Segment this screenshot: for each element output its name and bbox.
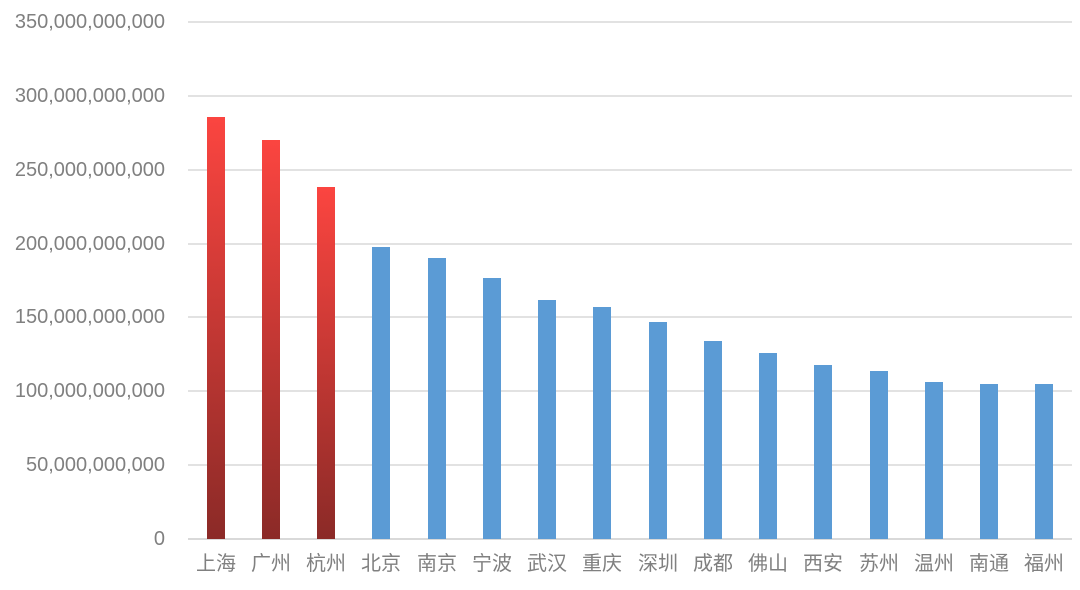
y-axis-tick-label: 0 bbox=[153, 528, 165, 550]
x-axis-category-label: 苏州 bbox=[859, 553, 899, 575]
bar-normal bbox=[649, 322, 667, 539]
bar-normal bbox=[593, 307, 611, 539]
y-axis-tick-label: 100,000,000,000 bbox=[14, 380, 165, 402]
gridline bbox=[188, 95, 1072, 97]
x-axis-category-label: 南京 bbox=[417, 553, 457, 575]
y-axis-tick-label: 350,000,000,000 bbox=[14, 11, 165, 33]
x-axis-line bbox=[188, 538, 1072, 540]
bar-normal bbox=[704, 341, 722, 539]
gridline bbox=[188, 316, 1072, 318]
bar-highlighted bbox=[317, 187, 335, 539]
x-axis-category-label: 深圳 bbox=[638, 553, 678, 575]
gridline bbox=[188, 390, 1072, 392]
x-axis-category-label: 佛山 bbox=[748, 553, 788, 575]
gridline bbox=[188, 464, 1072, 466]
x-axis-category-label: 宁波 bbox=[472, 553, 512, 575]
bar-normal bbox=[538, 300, 556, 539]
bar-normal bbox=[870, 371, 888, 539]
y-axis-tick-label: 200,000,000,000 bbox=[14, 233, 165, 255]
y-axis-tick-label: 50,000,000,000 bbox=[25, 454, 165, 476]
x-axis-category-label: 福州 bbox=[1024, 553, 1064, 575]
x-axis-category-label: 北京 bbox=[361, 553, 401, 575]
bar-highlighted bbox=[262, 140, 280, 539]
gridline bbox=[188, 169, 1072, 171]
x-axis-category-label: 杭州 bbox=[306, 553, 346, 575]
y-axis-tick-label: 150,000,000,000 bbox=[14, 306, 165, 328]
x-axis-category-label: 上海 bbox=[196, 553, 236, 575]
bar-normal bbox=[372, 247, 390, 539]
bar-highlighted bbox=[207, 117, 225, 539]
gridline bbox=[188, 21, 1072, 23]
x-axis-category-label: 南通 bbox=[969, 553, 1009, 575]
y-axis-tick-label: 300,000,000,000 bbox=[14, 85, 165, 107]
x-axis-category-label: 成都 bbox=[693, 553, 733, 575]
bar-normal bbox=[925, 382, 943, 539]
bar-normal bbox=[814, 365, 832, 539]
bar-normal bbox=[980, 384, 998, 539]
x-axis-category-label: 西安 bbox=[803, 553, 843, 575]
bar-normal bbox=[1035, 384, 1053, 539]
bar-normal bbox=[483, 278, 501, 539]
y-axis-tick-label: 250,000,000,000 bbox=[14, 159, 165, 181]
x-axis-category-label: 武汉 bbox=[527, 553, 567, 575]
bar-normal bbox=[428, 258, 446, 539]
bar-normal bbox=[759, 353, 777, 539]
x-axis-category-label: 重庆 bbox=[582, 553, 622, 575]
gridline bbox=[188, 243, 1072, 245]
x-axis-category-label: 广州 bbox=[251, 553, 291, 575]
x-axis-category-label: 温州 bbox=[914, 553, 954, 575]
